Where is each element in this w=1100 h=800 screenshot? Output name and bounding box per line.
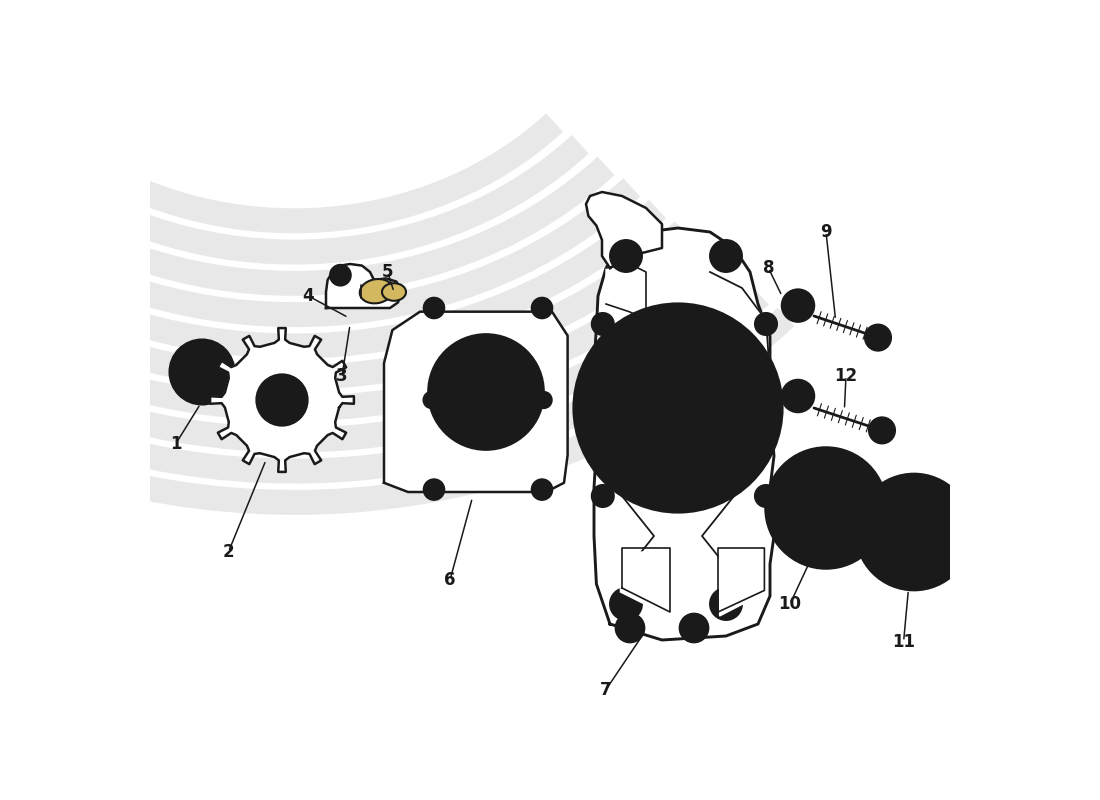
Polygon shape: [719, 552, 766, 616]
Text: 9: 9: [821, 223, 832, 241]
Polygon shape: [620, 552, 669, 616]
Ellipse shape: [382, 283, 406, 301]
Circle shape: [592, 397, 614, 419]
Circle shape: [782, 290, 814, 322]
Circle shape: [790, 472, 862, 544]
Circle shape: [531, 479, 552, 500]
Circle shape: [594, 324, 762, 492]
Circle shape: [755, 485, 778, 507]
Circle shape: [710, 588, 742, 620]
Text: 8: 8: [762, 259, 774, 277]
Circle shape: [782, 380, 814, 412]
Circle shape: [857, 474, 971, 590]
Circle shape: [869, 418, 894, 443]
Polygon shape: [326, 264, 402, 308]
Circle shape: [256, 374, 308, 426]
Text: 6: 6: [444, 571, 455, 589]
Text: 12: 12: [835, 367, 858, 385]
Circle shape: [868, 486, 960, 578]
Text: 10: 10: [779, 595, 802, 613]
Circle shape: [610, 588, 642, 620]
Circle shape: [880, 498, 948, 566]
Circle shape: [574, 304, 782, 512]
Circle shape: [592, 313, 614, 335]
Text: 11: 11: [892, 633, 915, 650]
Polygon shape: [384, 312, 568, 492]
Text: 7: 7: [601, 681, 612, 698]
Circle shape: [610, 240, 642, 272]
Circle shape: [531, 298, 552, 318]
Circle shape: [592, 485, 614, 507]
Text: 2: 2: [222, 543, 234, 561]
Circle shape: [424, 298, 444, 318]
Circle shape: [866, 325, 891, 350]
Circle shape: [791, 389, 805, 403]
Circle shape: [680, 614, 708, 642]
Text: 8: 8: [762, 375, 774, 393]
Circle shape: [791, 298, 805, 313]
Circle shape: [330, 265, 351, 286]
Polygon shape: [594, 228, 774, 640]
Circle shape: [766, 448, 886, 568]
Circle shape: [755, 397, 778, 419]
Circle shape: [424, 479, 444, 500]
Circle shape: [710, 240, 742, 272]
Ellipse shape: [360, 279, 393, 303]
Circle shape: [182, 351, 223, 393]
Text: 3: 3: [337, 367, 348, 385]
Circle shape: [536, 392, 552, 408]
Circle shape: [778, 460, 874, 556]
Polygon shape: [586, 192, 662, 268]
Polygon shape: [606, 264, 646, 320]
Circle shape: [755, 313, 778, 335]
Text: 1: 1: [169, 435, 182, 453]
Polygon shape: [210, 328, 354, 472]
Circle shape: [616, 614, 645, 642]
Polygon shape: [710, 272, 770, 376]
Circle shape: [428, 334, 543, 450]
Circle shape: [424, 392, 440, 408]
Text: 4: 4: [302, 287, 315, 305]
Circle shape: [170, 340, 234, 404]
Text: 5: 5: [382, 263, 394, 281]
